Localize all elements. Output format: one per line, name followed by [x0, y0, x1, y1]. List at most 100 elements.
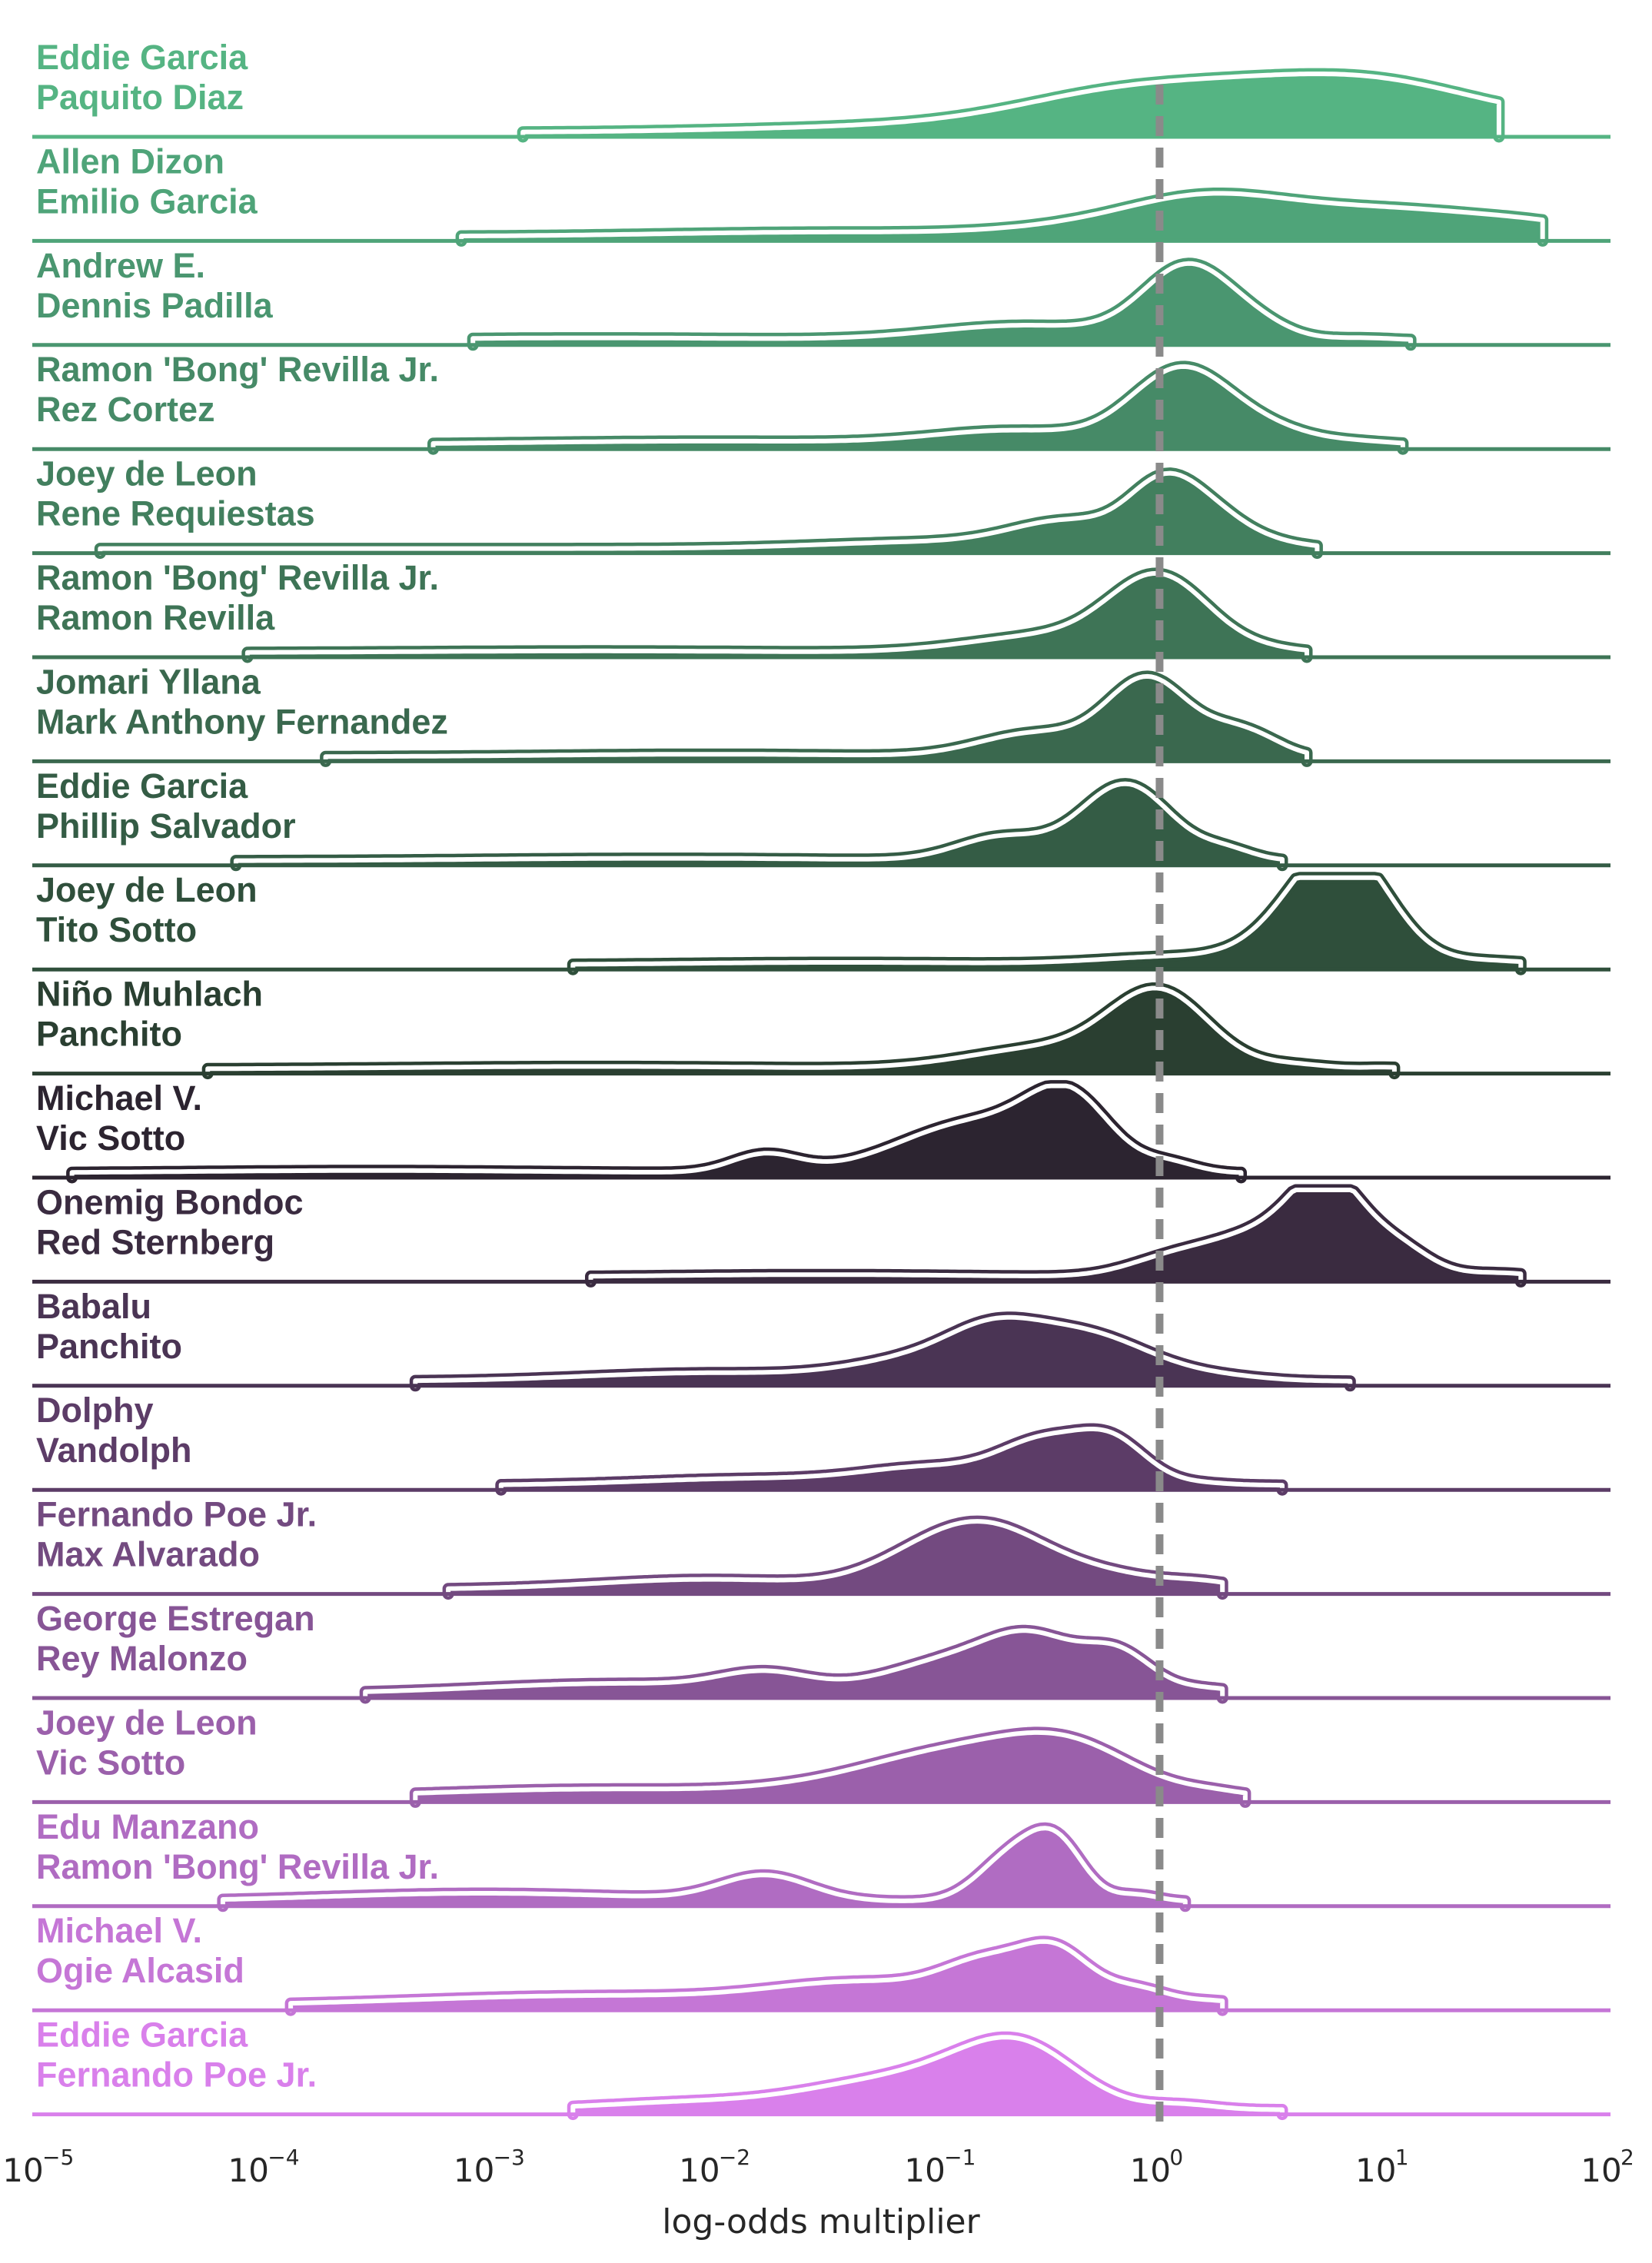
- ridge-row: [32, 1423, 1610, 1496]
- row-label-line1: Michael V.: [36, 1911, 202, 1950]
- density-outline-inner: [588, 1188, 1524, 1284]
- ridge-row: [32, 982, 1610, 1080]
- ridge-row: [32, 1515, 1610, 1600]
- row-label-line1: Edu Manzano: [36, 1807, 259, 1846]
- x-tick-exponent: −1: [944, 2145, 976, 2170]
- density-outline-inner: [430, 364, 1405, 452]
- density-outline-inner: [69, 1083, 1244, 1180]
- x-tick-exponent: 0: [1169, 2145, 1183, 2170]
- density-area: [235, 783, 1282, 866]
- density-outline-inner: [446, 1519, 1225, 1597]
- row-label-line2: Rez Cortez: [36, 390, 215, 429]
- density-outline-inner: [413, 1730, 1248, 1805]
- density-outline-inner: [323, 673, 1309, 764]
- row-label-line1: Joey de Leon: [36, 454, 258, 493]
- density-area: [365, 1630, 1223, 1698]
- row-label-line1: Joey de Leon: [36, 1703, 258, 1742]
- row-label-line1: Ramon 'Bong' Revilla Jr.: [36, 350, 439, 389]
- density-area: [500, 1429, 1282, 1490]
- ridge-row: [32, 872, 1610, 975]
- row-label-line2: Fernando Poe Jr.: [36, 2055, 317, 2095]
- density-area: [473, 263, 1411, 345]
- density-outline-inner: [205, 985, 1397, 1076]
- density-outline-inner: [570, 2035, 1285, 2117]
- ridge-row: [32, 258, 1610, 351]
- x-tick-label: 10: [228, 2152, 269, 2189]
- row-label-line1: Eddie Garcia: [36, 2015, 248, 2055]
- ridge-row: [32, 1822, 1610, 1912]
- ridge-row: [32, 68, 1610, 143]
- row-label-line2: Emilio Garcia: [36, 181, 258, 221]
- x-tick-exponent: −5: [42, 2145, 74, 2170]
- density-outline-inner: [520, 71, 1501, 139]
- x-tick-label: 10: [1130, 2152, 1171, 2189]
- row-label-line2: Red Sternberg: [36, 1222, 274, 1261]
- row-label-line1: Ramon 'Bong' Revilla Jr.: [36, 558, 439, 597]
- ridge-row: [32, 567, 1610, 663]
- row-label-line2: Max Alvarado: [36, 1535, 260, 1574]
- density-area: [573, 877, 1521, 970]
- row-label-line2: Vic Sotto: [36, 1118, 185, 1158]
- ridge-row: [32, 1184, 1610, 1288]
- ridge-row: [32, 1624, 1610, 1704]
- density-outline-inner: [220, 1826, 1188, 1909]
- ridge-row: [32, 2031, 1610, 2121]
- row-label-line2: Rene Requiestas: [36, 494, 315, 533]
- row-label-line2: Dennis Padilla: [36, 286, 274, 325]
- x-tick-exponent: 2: [1620, 2145, 1634, 2170]
- density-outline-inner: [233, 781, 1285, 868]
- ridge-row: [32, 1726, 1610, 1808]
- row-label-line2: Vic Sotto: [36, 1743, 185, 1782]
- row-label-line1: Dolphy: [36, 1391, 154, 1430]
- x-axis-ticks: 10−5 10−4 10−3 10−2 10−1 100 101 102: [2, 2145, 1634, 2189]
- ridge-row: [32, 188, 1610, 247]
- row-label-line2: Mark Anthony Fernandez: [36, 702, 448, 741]
- row-label-line1: Allen Dizon: [36, 141, 224, 181]
- row-label-line1: Eddie Garcia: [36, 766, 248, 806]
- density-outline-inner: [498, 1427, 1285, 1493]
- ridge-row: [32, 1311, 1610, 1392]
- row-label-line1: Fernando Poe Jr.: [36, 1495, 317, 1534]
- ridge-row: [32, 467, 1610, 560]
- density-outline-inner: [98, 470, 1320, 556]
- row-label-line2: Vandolph: [36, 1431, 192, 1470]
- x-tick-label: 10: [454, 2152, 494, 2189]
- row-label-line2: Paquito Diaz: [36, 78, 244, 117]
- density-outline-inner: [459, 191, 1545, 244]
- row-label-line1: Eddie Garcia: [36, 38, 248, 77]
- row-label-line1: Babalu: [36, 1287, 151, 1326]
- x-tick-label: 10: [1355, 2152, 1396, 2189]
- x-tick-exponent: −4: [268, 2145, 299, 2170]
- density-outline-inner: [363, 1628, 1225, 1700]
- row-label-line2: Ramon Revilla: [36, 598, 275, 637]
- row-label-line2: Panchito: [36, 1015, 182, 1054]
- density-area: [208, 988, 1394, 1074]
- ridge-row: [32, 670, 1610, 767]
- row-label-line2: Ramon 'Bong' Revilla Jr.: [36, 1847, 439, 1886]
- x-tick-exponent: −3: [494, 2145, 525, 2170]
- density-outline-inner: [288, 1939, 1225, 2013]
- density-area: [415, 1732, 1245, 1803]
- ridge-row: [32, 778, 1610, 872]
- x-tick-exponent: −2: [719, 2145, 750, 2170]
- row-label-line1: Joey de Leon: [36, 870, 258, 909]
- row-label-line2: Rey Malonzo: [36, 1639, 248, 1678]
- x-tick-label: 10: [904, 2152, 945, 2189]
- density-area: [71, 1085, 1241, 1178]
- x-axis-label: log-odds multiplier: [662, 2202, 980, 2241]
- row-label-line2: Phillip Salvador: [36, 806, 296, 846]
- row-label-line1: Andrew E.: [36, 246, 205, 285]
- row-label-line1: Michael V.: [36, 1078, 202, 1118]
- ridge-row: [32, 1936, 1610, 2016]
- row-label-line1: Onemig Bondoc: [36, 1182, 304, 1221]
- x-tick-label: 10: [1581, 2152, 1621, 2189]
- row-label-line1: George Estregan: [36, 1599, 315, 1638]
- density-area: [461, 193, 1543, 241]
- density-area: [590, 1190, 1521, 1282]
- density-outline-inner: [570, 875, 1524, 972]
- ridge-row: [32, 1080, 1610, 1184]
- x-tick-exponent: 1: [1395, 2145, 1409, 2170]
